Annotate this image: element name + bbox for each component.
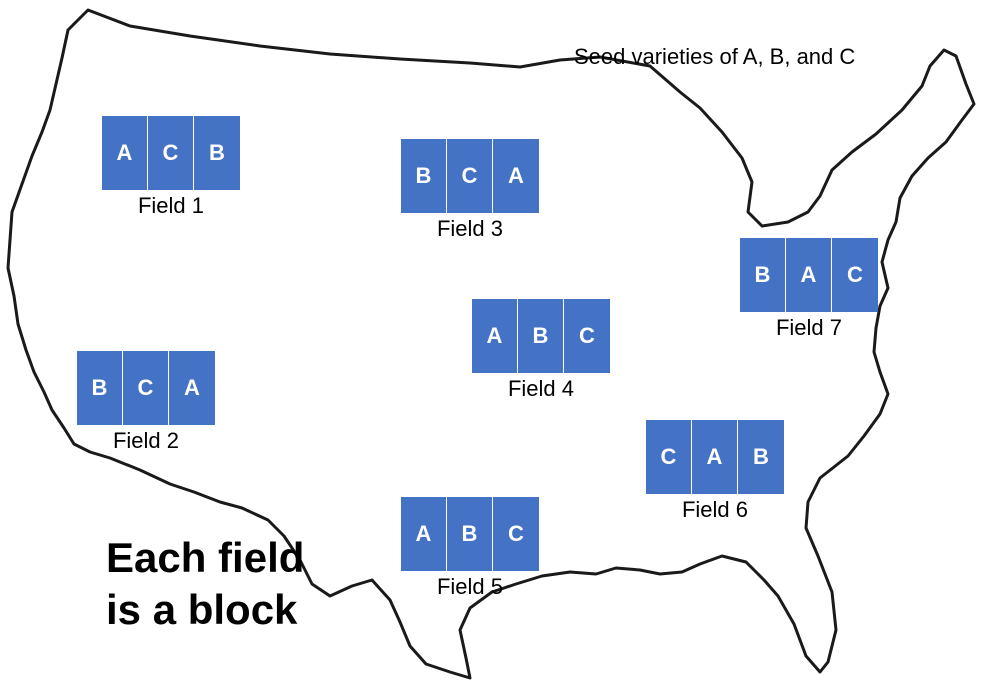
plot: B — [77, 351, 123, 425]
block-note-line-1: Each field — [106, 534, 305, 581]
field-7-plots: B A C — [740, 238, 878, 312]
plot: B — [740, 238, 786, 312]
plot: A — [692, 420, 738, 494]
field-6-block: C A B Field 6 — [646, 420, 784, 523]
plot: A — [401, 497, 447, 571]
field-2-plots: B C A — [77, 351, 215, 425]
plot: B — [518, 299, 564, 373]
plot: A — [102, 116, 148, 190]
plot: C — [564, 299, 610, 373]
caption-seed-varieties: Seed varieties of A, B, and C — [574, 44, 856, 69]
field-3-block: B C A Field 3 — [401, 139, 539, 242]
plot: A — [472, 299, 518, 373]
plot: A — [786, 238, 832, 312]
plot: C — [646, 420, 692, 494]
plot: B — [194, 116, 240, 190]
field-1-label: Field 1 — [137, 193, 205, 218]
block-note-line-2: is a block — [106, 586, 298, 633]
plot: C — [832, 238, 878, 312]
plot: C — [123, 351, 169, 425]
plot: B — [738, 420, 784, 494]
field-1-plots: A C B — [102, 116, 240, 190]
field-5-label: Field 5 — [436, 574, 504, 599]
field-1-block: A C B Field 1 — [102, 116, 240, 219]
plot: B — [401, 139, 447, 213]
block-note: Each field is a block — [106, 532, 304, 636]
field-7-label: Field 7 — [775, 315, 843, 340]
field-2-block: B C A Field 2 — [77, 351, 215, 454]
field-7-block: B A C Field 7 — [740, 238, 878, 341]
plot: C — [148, 116, 194, 190]
field-5-plots: A B C — [401, 497, 539, 571]
plot: C — [493, 497, 539, 571]
field-3-label: Field 3 — [436, 216, 504, 241]
plot: B — [447, 497, 493, 571]
plot: C — [447, 139, 493, 213]
plot: A — [493, 139, 539, 213]
field-4-label: Field 4 — [507, 376, 575, 401]
field-6-label: Field 6 — [681, 497, 749, 522]
field-4-block: A B C Field 4 — [472, 299, 610, 402]
plot: A — [169, 351, 215, 425]
field-5-block: A B C Field 5 — [401, 497, 539, 600]
field-2-label: Field 2 — [112, 428, 180, 453]
field-6-plots: C A B — [646, 420, 784, 494]
field-3-plots: B C A — [401, 139, 539, 213]
field-4-plots: A B C — [472, 299, 610, 373]
